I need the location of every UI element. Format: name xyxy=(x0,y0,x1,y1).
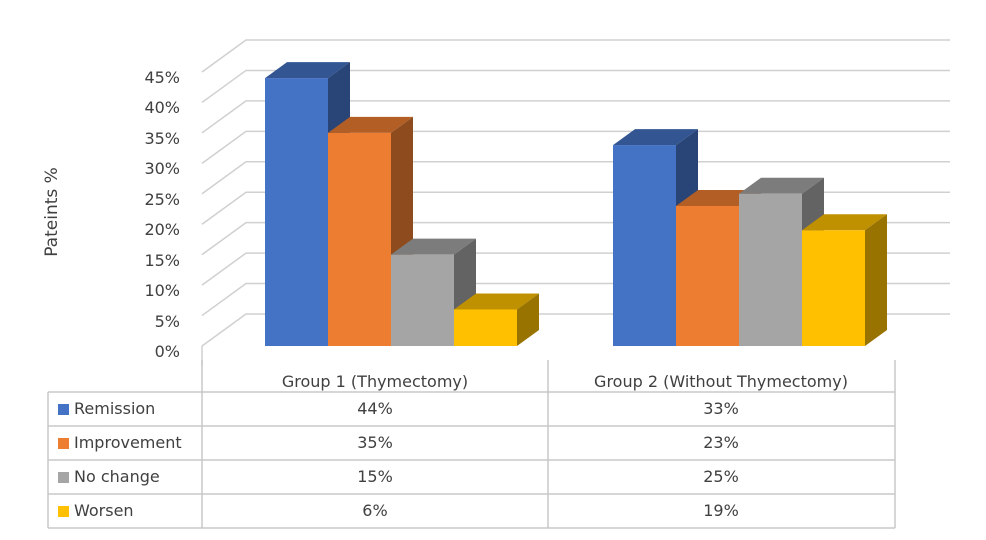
legend-label: Remission xyxy=(74,399,156,418)
bar-top xyxy=(328,116,413,133)
bar-side xyxy=(517,293,539,346)
legend-swatch-icon xyxy=(58,438,69,449)
legend-entry: Remission xyxy=(58,392,155,426)
bar-top xyxy=(391,238,476,255)
legend-swatch-icon xyxy=(58,506,69,517)
bar-group-2 xyxy=(613,129,887,346)
bar-worsen xyxy=(454,309,517,346)
bar-top xyxy=(739,177,824,194)
bar-top xyxy=(265,62,350,79)
legend-entry: No change xyxy=(58,460,160,494)
bar-side xyxy=(865,214,887,346)
bar-top xyxy=(613,129,698,146)
y-tick-label: 35% xyxy=(144,128,180,148)
bar-remission xyxy=(265,78,328,346)
y-tick-label: 0% xyxy=(154,342,180,361)
bar-top xyxy=(454,293,539,310)
legend-entry: Improvement xyxy=(58,426,182,460)
table-row: Improvement 35% 23% xyxy=(48,426,895,460)
y-tick-label: 45% xyxy=(144,68,180,87)
y-axis-title: Pateints % xyxy=(42,167,62,257)
table-value: 23% xyxy=(703,433,739,452)
legend-swatch-icon xyxy=(58,404,69,415)
table-value: 35% xyxy=(357,433,393,452)
y-tick-label: 5% xyxy=(154,311,180,331)
bar-worsen xyxy=(802,230,865,346)
y-tick-label: 15% xyxy=(144,250,180,270)
category-header-group-2: Group 2 (Without Thymectomy) xyxy=(594,372,848,391)
y-tick-label: 25% xyxy=(144,189,180,209)
legend-entry: Worsen xyxy=(58,494,134,528)
legend-label: Worsen xyxy=(74,501,134,520)
bar-improvement xyxy=(676,205,739,346)
table-value: 15% xyxy=(357,467,393,486)
y-tick-label: 20% xyxy=(144,220,180,240)
table-row: No change 15% 25% xyxy=(48,460,895,494)
table-value: 44% xyxy=(357,399,393,418)
legend-label: No change xyxy=(74,467,160,486)
bar-no-change xyxy=(391,254,454,346)
table-row: Worsen 6% 19% xyxy=(48,494,895,528)
table-value: 6% xyxy=(362,501,388,520)
table-value: 25% xyxy=(703,467,739,486)
table-value: 33% xyxy=(703,399,739,418)
table-row: Remission 44% 33% xyxy=(48,392,895,426)
gridlines xyxy=(201,39,950,366)
bar-improvement xyxy=(328,132,391,346)
legend-label: Improvement xyxy=(74,433,182,452)
y-tick-label: 10% xyxy=(144,281,180,301)
legend-swatch-icon xyxy=(58,472,69,483)
bar-group-1 xyxy=(265,62,539,346)
table-value: 19% xyxy=(703,501,739,520)
category-header-group-1: Group 1 (Thymectomy) xyxy=(281,372,469,391)
bar-remission xyxy=(613,145,676,346)
y-tick-label: 40% xyxy=(144,98,180,118)
y-tick-label: 30% xyxy=(144,159,180,179)
bar-no-change xyxy=(739,193,802,346)
bar-top xyxy=(802,214,887,231)
data-table-grid xyxy=(47,360,896,529)
